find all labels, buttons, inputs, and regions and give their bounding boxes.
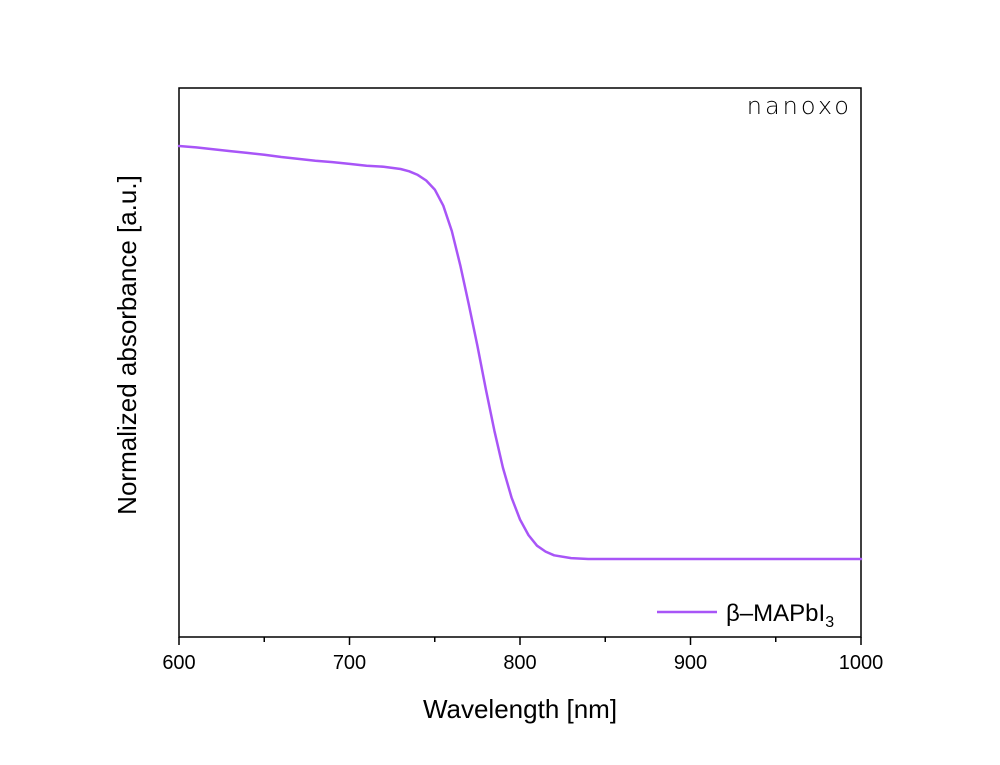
y-axis-title: Normalized absorbance [a.u.] bbox=[112, 175, 142, 515]
x-tick-label: 800 bbox=[503, 652, 536, 674]
x-axis-ticks bbox=[178, 637, 862, 645]
series-line-beta-mapbi3 bbox=[177, 144, 863, 561]
plot-frame bbox=[178, 87, 862, 638]
x-tick-label: 1000 bbox=[839, 652, 884, 674]
legend-label-main: β–MAPbI bbox=[726, 600, 825, 627]
x-tick-label: 900 bbox=[674, 652, 707, 674]
legend-label-subscript: 3 bbox=[825, 614, 834, 631]
legend-label: β–MAPbI3 bbox=[726, 600, 834, 631]
x-axis-tick-labels: 600 700 800 900 1000 bbox=[162, 652, 883, 674]
x-tick-label: 700 bbox=[333, 652, 366, 674]
x-tick-label: 600 bbox=[162, 652, 195, 674]
x-axis-title: Wavelength [nm] bbox=[423, 694, 617, 724]
legend: β–MAPbI3 bbox=[657, 600, 834, 631]
brand-logo: nanoxo bbox=[747, 92, 852, 120]
